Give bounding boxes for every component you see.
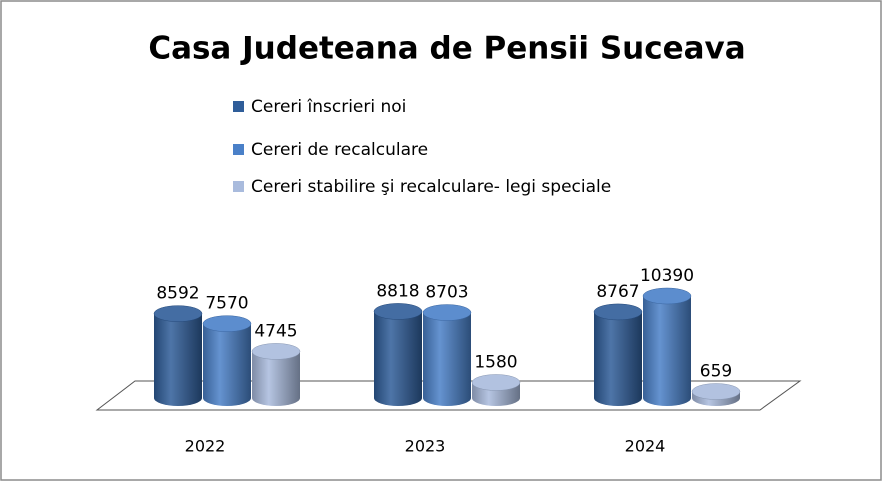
bar (252, 351, 300, 406)
chart-title: Casa Judeteana de Pensii Suceava (148, 31, 745, 67)
bar-top (642, 287, 692, 305)
bar (643, 296, 691, 406)
data-label: 7570 (205, 294, 248, 314)
data-label: 8592 (156, 284, 199, 304)
data-label: 8703 (425, 283, 468, 303)
bar (154, 313, 202, 406)
x-tick-label: 2024 (625, 437, 666, 456)
bar-top (593, 303, 643, 321)
legend-label: Cereri stabilire şi recalculare- legi sp… (251, 177, 611, 197)
legend-label: Cereri înscrieri noi (251, 97, 406, 117)
bar-top (202, 315, 252, 332)
data-label: 10390 (640, 266, 694, 286)
bar (374, 311, 422, 406)
legend-swatch (233, 101, 244, 112)
bar-top (153, 305, 203, 322)
bar (594, 311, 642, 406)
data-label: 4745 (254, 321, 297, 341)
bar-top (422, 304, 472, 321)
bar-top (691, 383, 741, 400)
legend-label: Cereri de recalculare (251, 140, 428, 160)
data-label: 8818 (376, 281, 419, 301)
x-tick-label: 2023 (405, 437, 446, 456)
bar-top (373, 303, 423, 320)
bar (423, 312, 471, 406)
x-tick-label: 2022 (185, 437, 226, 456)
legend-swatch (233, 144, 244, 155)
data-label: 1580 (474, 352, 517, 372)
bar-top (471, 374, 521, 391)
bar (203, 323, 251, 406)
bar-top (251, 343, 301, 360)
legend-swatch (233, 181, 244, 192)
data-label: 659 (700, 362, 732, 382)
data-label: 8767 (596, 282, 639, 302)
